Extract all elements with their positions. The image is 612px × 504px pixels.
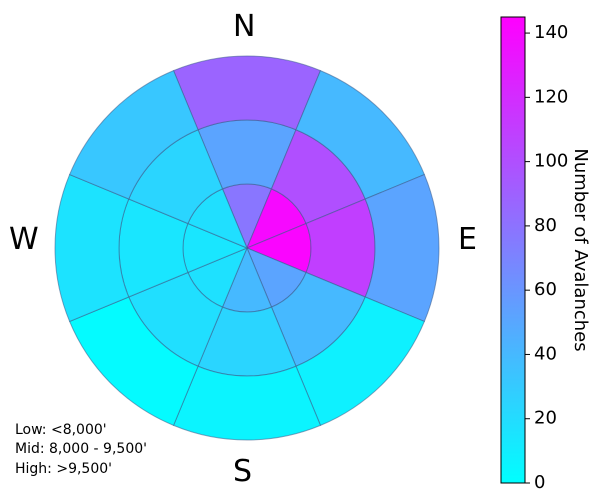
sector-high-se (295, 296, 426, 427)
colorbar-tick-label: 100 (534, 151, 568, 172)
colorbar-tick-label: 40 (534, 343, 557, 364)
colorbar-tick-label: 60 (534, 279, 557, 300)
polar-chart (54, 55, 440, 441)
east-label: E (458, 222, 477, 257)
south-label: S (233, 454, 253, 489)
colorbar-tick-label: 0 (534, 472, 545, 493)
sector-high-w (54, 173, 130, 323)
west-label: W (9, 222, 39, 257)
sector-high-nw (68, 69, 199, 200)
colorbar-tick-label: 20 (534, 408, 557, 429)
sector-high-ne (295, 69, 426, 200)
legend-note-low: Low: <8,000' (15, 422, 107, 438)
colorbar-label: Number of Avalanches (570, 148, 591, 351)
sector-high-e (364, 173, 440, 323)
sector-high-sw (68, 296, 199, 427)
sector-high-n (172, 55, 322, 131)
north-label: N (233, 9, 256, 44)
legend-note-high: High: >9,500' (15, 461, 113, 477)
legend-note-mid: Mid: 8,000 - 9,500' (15, 441, 147, 457)
sector-high-s (172, 365, 322, 441)
colorbar-tick-label: 120 (534, 86, 568, 107)
colorbar-tick-label: 140 (534, 22, 568, 43)
colorbar: 0 20 40 60 80 100 120 140 Number of Avalanches (500, 16, 591, 493)
colorbar-tick-label: 80 (534, 215, 557, 236)
colorbar-gradient (500, 16, 526, 484)
